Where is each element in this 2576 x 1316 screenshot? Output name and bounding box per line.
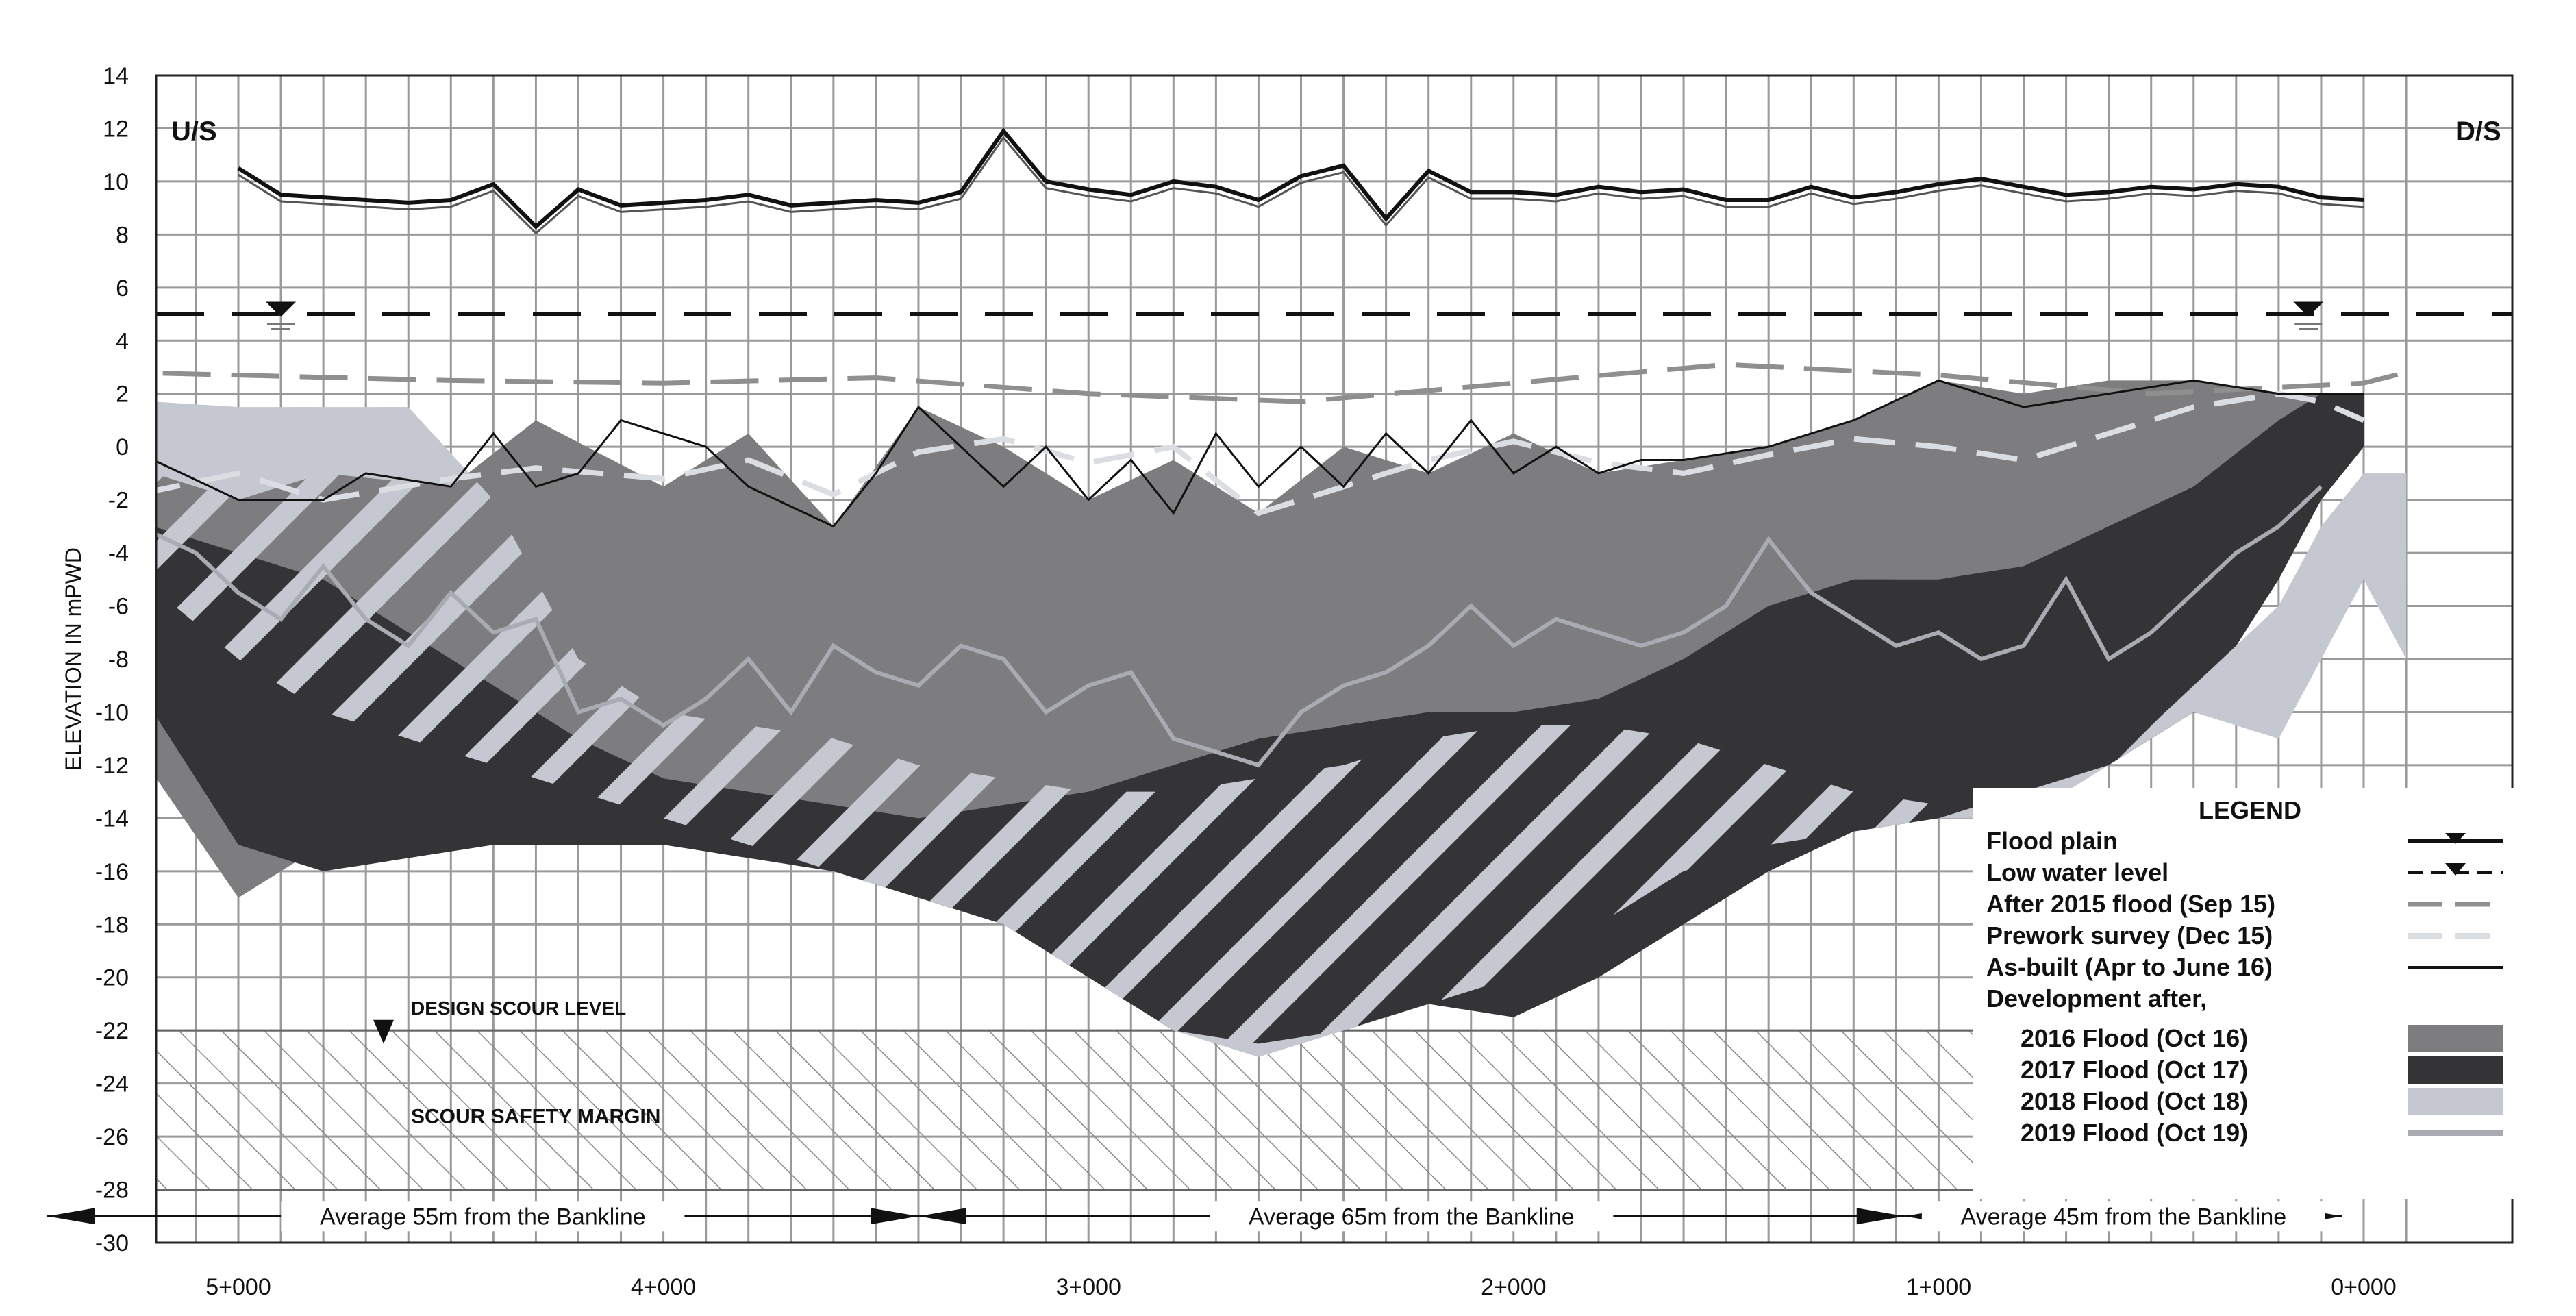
low-water-level-marker-icon <box>266 301 297 317</box>
reach-arrow-left-icon <box>47 1208 95 1225</box>
plot-frame <box>155 74 2514 1244</box>
legend-label: 2016 Flood (Oct 16) <box>2021 1024 2248 1052</box>
reach-label: Average 55m from the Bankline <box>320 1204 646 1230</box>
y-tick-label: -14 <box>95 806 129 832</box>
y-tick-label: -20 <box>95 965 129 991</box>
reach-arrow-right-icon <box>1856 1208 1905 1225</box>
line-as-built <box>156 379 2364 528</box>
legend-label: After 2015 flood (Sep 15) <box>1986 890 2275 918</box>
legend-label: Prework survey (Dec 15) <box>1986 921 2273 949</box>
line-after-2015-flood <box>156 362 2407 404</box>
y-tick-label: 2 <box>116 382 129 408</box>
y-tick-label: -6 <box>108 594 129 620</box>
y-tick-label: -26 <box>95 1124 129 1150</box>
legend-label: Flood plain <box>1986 827 2118 855</box>
legend-flood-plain-icon <box>2445 833 2466 844</box>
scour-safety-margin-label: SCOUR SAFETY MARGIN <box>411 1106 660 1128</box>
x-tick-label: 2+000 <box>1481 1274 1547 1300</box>
y-tick-label: 4 <box>116 328 129 354</box>
downstream-label: D/S <box>2455 116 2501 147</box>
y-axis-label: ELEVATION IN mPWD <box>61 547 86 771</box>
legend-label: As-built (Apr to June 16) <box>1986 953 2273 981</box>
reach-arrow-left-icon <box>918 1208 966 1225</box>
y-tick-label: -10 <box>95 699 129 725</box>
upstream-label: U/S <box>171 116 217 147</box>
y-tick-label: -12 <box>95 753 129 779</box>
y-tick-label: -2 <box>108 488 129 514</box>
reach-label-bg <box>281 1201 685 1232</box>
x-tick-label: 0+000 <box>2331 1274 2397 1300</box>
y-tick-label: -8 <box>108 647 129 673</box>
line-flood-plain <box>237 127 2364 229</box>
y-tick-label: 14 <box>103 63 129 89</box>
x-tick-label: 5+000 <box>205 1274 271 1300</box>
x-tick-label: 3+000 <box>1055 1274 1121 1300</box>
low-water-level-marker-icon <box>2293 301 2324 317</box>
area-2018-flood-hatch <box>156 401 2407 1057</box>
line-2019-flood <box>156 485 2323 768</box>
legend-swatch-2018 <box>2408 1088 2503 1115</box>
y-tick-label: -16 <box>95 859 129 885</box>
y-tick-label: -4 <box>108 541 129 567</box>
y-tick-label: 12 <box>103 116 129 142</box>
y-tick-label: 6 <box>116 275 129 301</box>
line-prework-survey <box>156 390 2365 517</box>
legend-swatch-2016 <box>2408 1025 2503 1052</box>
reach-label-bg <box>1210 1201 1614 1232</box>
legend-label: 2019 Flood (Oct 19) <box>2021 1119 2248 1147</box>
reach-label: Average 45m from the Bankline <box>1961 1204 2287 1230</box>
scour-safety-margin <box>155 1029 1988 1191</box>
legend-label: Development after, <box>1986 984 2207 1013</box>
reach-label: Average 65m from the Bankline <box>1249 1204 1575 1230</box>
y-tick-label: 8 <box>116 222 129 248</box>
design-scour-marker-icon <box>373 1019 394 1044</box>
x-tick-label: 4+000 <box>631 1274 697 1300</box>
y-tick-label: -24 <box>95 1071 129 1097</box>
legend: LEGEND Flood plain Low water level After 20… <box>1973 788 2514 1199</box>
y-tick-label: 10 <box>103 169 129 195</box>
y-tick-label: -30 <box>95 1230 129 1256</box>
reach-arrow-right-icon <box>870 1208 918 1225</box>
y-tick-label: 0 <box>116 434 129 460</box>
line-flood-plain-edge <box>238 136 2364 235</box>
survey-lines <box>156 127 2512 768</box>
scour-safety-margin-area: SCOUR SAFETY MARGIN DESIGN SCOUR LEVEL <box>155 997 1988 1191</box>
y-tick-label: -18 <box>95 912 129 938</box>
design-scour-level-label: DESIGN SCOUR LEVEL <box>411 997 626 1019</box>
legend-label: 2017 Flood (Oct 17) <box>2021 1056 2248 1084</box>
legend-title: LEGEND <box>2199 796 2301 824</box>
legend-label: Low water level <box>1986 858 2168 886</box>
x-tick-label: 1+000 <box>1906 1274 1972 1300</box>
legend-low-water-icon <box>2445 863 2466 876</box>
y-tick-label: -22 <box>95 1018 129 1044</box>
legend-label: 2018 Flood (Oct 18) <box>2021 1087 2248 1115</box>
y-tick-label: -28 <box>95 1178 129 1204</box>
axes: 14 12 10 8 6 4 2 0 -2 -4 -6 -8 -10 -12 -14 -16 -18 -20 -22… <box>47 63 2514 1300</box>
development-areas <box>156 380 2407 1057</box>
legend-swatch-2017 <box>2408 1056 2503 1084</box>
reach-label-bg <box>1921 1201 2325 1232</box>
